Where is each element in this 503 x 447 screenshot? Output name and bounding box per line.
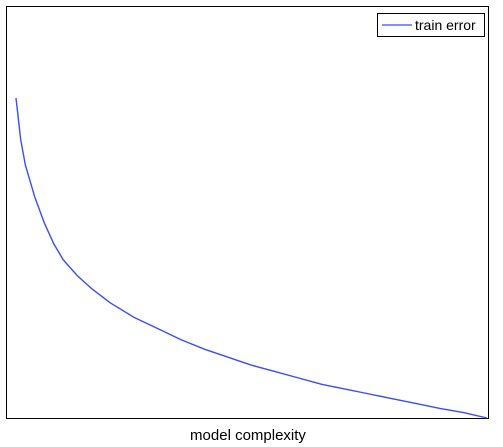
plot-area: [6, 6, 489, 419]
x-axis-label: model complexity: [190, 427, 306, 444]
legend-label: train error: [415, 17, 476, 33]
series-line-train-error: [15, 97, 488, 419]
chart-marks: [15, 97, 488, 419]
legend-box: [377, 13, 485, 37]
legend: train error: [377, 13, 485, 37]
